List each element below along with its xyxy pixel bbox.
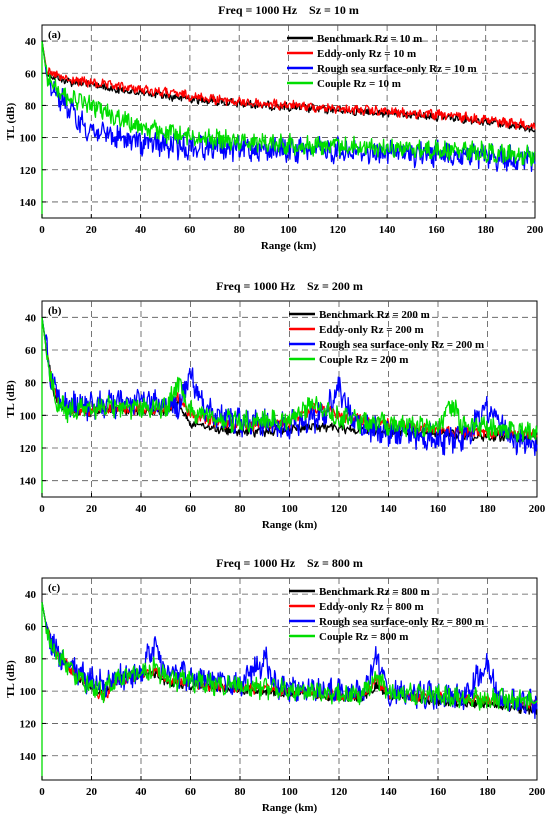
x-tick-label: 180 xyxy=(479,503,496,515)
y-tick-label: 60 xyxy=(25,68,37,80)
chart-title: Freq = 1000 Hz Sz = 10 m xyxy=(218,3,359,17)
x-tick-label: 20 xyxy=(86,786,98,798)
panel-label: (c) xyxy=(48,582,61,594)
x-tick-label: 20 xyxy=(86,224,98,236)
x-tick-label: 0 xyxy=(39,224,45,236)
x-tick-label: 100 xyxy=(280,224,297,236)
y-tick-label: 60 xyxy=(25,345,37,357)
y-axis-label: TL (dB) xyxy=(5,102,17,140)
x-tick-label: 60 xyxy=(185,503,197,515)
x-tick-label: 80 xyxy=(234,224,246,236)
legend-entry: Rough sea surface-only Rz = 10 m xyxy=(317,63,477,75)
x-tick-label: 20 xyxy=(86,503,98,515)
x-tick-label: 140 xyxy=(380,786,397,798)
y-tick-label: 120 xyxy=(20,718,37,730)
y-tick-label: 80 xyxy=(25,100,37,112)
x-tick-label: 40 xyxy=(136,503,148,515)
x-axis-label: Range (km) xyxy=(262,519,318,531)
y-tick-label: 100 xyxy=(20,133,37,145)
x-tick-label: 180 xyxy=(479,786,496,798)
y-tick-label: 60 xyxy=(25,621,37,633)
legend: Benchmark Rz = 800 m Eddy-only Rz = 800 m… xyxy=(289,586,484,643)
y-tick-label: 40 xyxy=(25,36,37,48)
y-tick-label: 140 xyxy=(20,751,37,763)
legend-entry: Benchmark Rz = 10 m xyxy=(317,33,422,45)
y-tick-label: 140 xyxy=(20,476,37,488)
legend-entry: Couple Rz = 10 m xyxy=(317,78,401,90)
legend-entry: Benchmark Rz = 800 m xyxy=(319,586,430,598)
y-tick-label: 120 xyxy=(20,443,37,455)
x-tick-label: 160 xyxy=(430,503,447,515)
x-tick-label: 180 xyxy=(477,224,494,236)
legend-entry: Eddy-only Rz = 10 m xyxy=(317,48,416,60)
legend-entry: Couple Rz = 800 m xyxy=(319,631,408,643)
legend-entry: Eddy-only Rz = 800 m xyxy=(319,601,424,613)
chart-title: Freq = 1000 Hz Sz = 800 m xyxy=(216,556,363,570)
y-tick-label: 40 xyxy=(25,312,37,324)
y-tick-label: 80 xyxy=(25,378,37,390)
x-tick-label: 120 xyxy=(331,786,348,798)
legend-entry: Benchmark Rz = 200 m xyxy=(319,309,430,321)
legend-entry: Eddy-only Rz = 200 m xyxy=(319,324,424,336)
legend-entry: Rough sea surface-only Rz = 200 m xyxy=(319,339,484,351)
x-tick-label: 120 xyxy=(330,224,347,236)
x-tick-label: 40 xyxy=(136,786,148,798)
legend-entry: Rough sea surface-only Rz = 800 m xyxy=(319,616,484,628)
x-tick-label: 80 xyxy=(235,786,247,798)
legend-entry: Couple Rz = 200 m xyxy=(319,354,408,366)
legend: Benchmark Rz = 10 m Eddy-only Rz = 10 m Ro… xyxy=(287,33,477,90)
y-tick-label: 100 xyxy=(20,686,37,698)
x-tick-label: 140 xyxy=(379,224,396,236)
x-tick-label: 0 xyxy=(39,503,45,515)
x-tick-label: 160 xyxy=(430,786,447,798)
plot-area xyxy=(41,300,538,498)
y-axis-label: TL (dB) xyxy=(5,380,17,418)
x-tick-label: 60 xyxy=(184,224,196,236)
x-tick-label: 100 xyxy=(281,786,298,798)
series-line-2 xyxy=(41,317,538,440)
y-tick-label: 40 xyxy=(25,589,37,601)
x-tick-label: 140 xyxy=(380,503,397,515)
x-tick-label: 60 xyxy=(185,786,197,798)
series-line-4 xyxy=(41,41,536,167)
x-axis-label: Range (km) xyxy=(261,240,317,252)
series-line-4 xyxy=(41,317,538,443)
chart-title: Freq = 1000 Hz Sz = 200 m xyxy=(216,279,363,293)
x-tick-label: 80 xyxy=(235,503,247,515)
chart-panel-a: 0 20 40 60 80 100 120 140 160 180 200 40 60 80 100 120 1… xyxy=(5,3,544,252)
panel-label: (a) xyxy=(48,29,61,41)
x-tick-label: 120 xyxy=(331,503,348,515)
series-line-3 xyxy=(41,317,538,457)
y-tick-label: 100 xyxy=(20,410,37,422)
x-tick-label: 200 xyxy=(529,786,546,798)
legend: Benchmark Rz = 200 m Eddy-only Rz = 200 m… xyxy=(289,309,484,366)
panel-label: (b) xyxy=(48,305,62,317)
chart-panel-c: 0 20 40 60 80 100 120 140 160 180 200 40 60 80 100 120 1… xyxy=(5,556,546,814)
x-tick-label: 200 xyxy=(527,224,544,236)
y-tick-label: 80 xyxy=(25,654,37,666)
x-tick-label: 100 xyxy=(281,503,298,515)
x-tick-label: 40 xyxy=(135,224,147,236)
x-tick-label: 200 xyxy=(529,503,546,515)
series-line-4 xyxy=(41,602,538,712)
y-axis-label: TL (dB) xyxy=(5,660,17,698)
series-line-2 xyxy=(41,40,536,131)
x-tick-label: 0 xyxy=(39,786,45,798)
x-axis-label: Range (km) xyxy=(262,802,318,814)
chart-panel-b: 0 20 40 60 80 100 120 140 160 180 200 40 60 80 100 120 1… xyxy=(5,279,546,531)
y-tick-label: 140 xyxy=(20,197,37,209)
x-tick-label: 160 xyxy=(428,224,445,236)
y-tick-label: 120 xyxy=(20,165,37,177)
